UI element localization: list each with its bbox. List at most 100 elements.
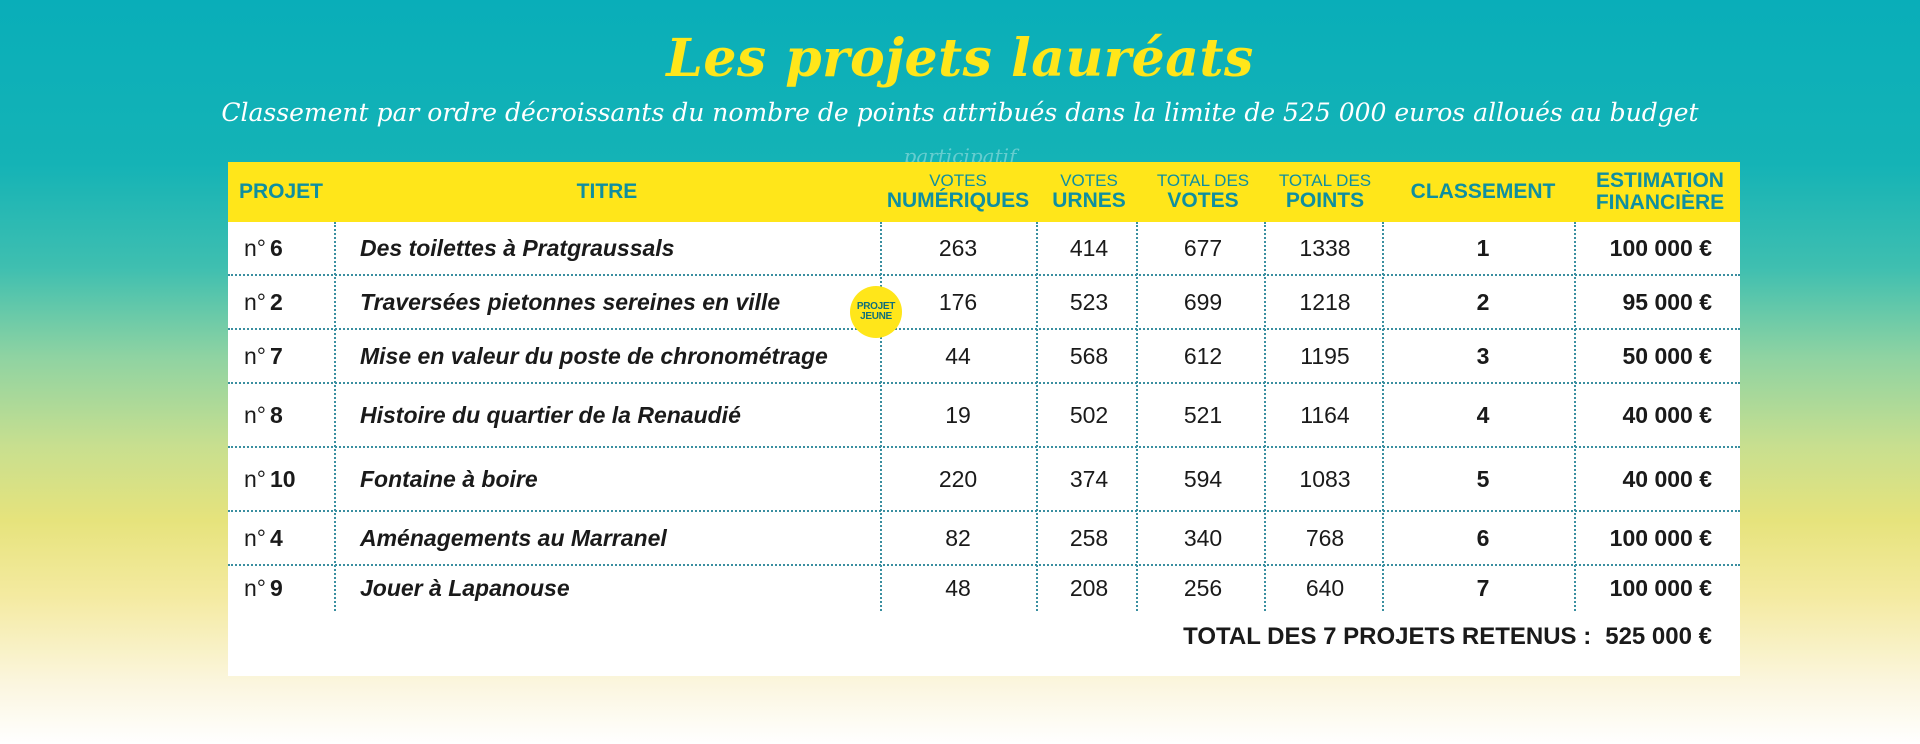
votes-numeriques-cell: 19: [945, 401, 971, 428]
classement-cell: 3: [1476, 342, 1490, 369]
project-title: Traversées pietonnes sereines en ville: [360, 288, 781, 315]
votes-numeriques-cell: 220: [938, 465, 978, 492]
total-votes-cell: 612: [1183, 342, 1223, 369]
project-number: n° 9: [228, 566, 334, 611]
total-points-cell: 1338: [1299, 234, 1351, 261]
column-divider: [1036, 222, 1038, 611]
project-number: n° 8: [228, 384, 334, 446]
table-row: n° 2 Traversées pietonnes sereines en vill…: [228, 276, 1740, 330]
total-votes-cell: 521: [1183, 401, 1223, 428]
votes-urnes-cell: 523: [1069, 288, 1109, 315]
classement-cell: 2: [1476, 288, 1490, 315]
total-points-cell: 640: [1305, 575, 1345, 601]
project-number-prefix: n°: [244, 465, 266, 492]
estimation-cell: 100 000 €: [1609, 524, 1712, 551]
project-number-value: 10: [270, 465, 296, 492]
header-votes-numeriques: VOTES NUMÉRIQUES: [886, 171, 1030, 212]
total-votes-cell: 677: [1183, 234, 1223, 261]
project-number: n° 7: [228, 330, 334, 382]
project-title: Des toilettes à Pratgraussals: [360, 234, 675, 261]
table-row: n° 9 Jouer à Lapanouse 48 208 256 640 7 100 000 …: [228, 566, 1740, 611]
votes-numeriques-cell: 48: [945, 575, 971, 601]
page-title: Les projets lauréats: [666, 28, 1254, 89]
votes-numeriques-cell: 44: [945, 342, 971, 369]
header-total-points: TOTAL DES POINTS: [1278, 171, 1372, 212]
header-classement: CLASSEMENT: [1410, 179, 1556, 203]
project-number-value: 4: [270, 524, 283, 551]
project-number-prefix: n°: [244, 342, 266, 369]
votes-urnes-cell: 568: [1069, 342, 1109, 369]
column-divider: [334, 222, 336, 611]
classement-cell: 4: [1476, 401, 1490, 428]
total-votes-cell: 340: [1183, 524, 1223, 551]
total-label: TOTAL DES 7 PROJETS RETENUS :: [1183, 623, 1592, 650]
project-title: Histoire du quartier de la Renaudié: [360, 401, 741, 428]
project-title: Fontaine à boire: [360, 465, 538, 492]
header-total-votes: TOTAL DES VOTES: [1156, 171, 1250, 212]
estimation-cell: 50 000 €: [1622, 342, 1712, 369]
table-header: PROJET TITRE VOTES NUMÉRIQUES VOTES URNE…: [228, 162, 1740, 222]
table-row: n° 6 Des toilettes à Pratgraussals 263 414 67…: [228, 222, 1740, 276]
column-divider: [1382, 222, 1384, 611]
column-divider: [1264, 222, 1266, 611]
table-row: n° 8 Histoire du quartier de la Renaudié 19…: [228, 384, 1740, 448]
project-number-value: 9: [270, 575, 283, 601]
votes-urnes-cell: 502: [1069, 401, 1109, 428]
votes-urnes-cell: 208: [1069, 575, 1109, 601]
project-number-value: 6: [270, 234, 283, 261]
votes-urnes-cell: 414: [1069, 234, 1109, 261]
estimation-cell: 100 000 €: [1609, 234, 1712, 261]
table-row: n° 10 Fontaine à boire 220 374 594 1083 5 40 000…: [228, 448, 1740, 512]
classement-cell: 5: [1476, 465, 1490, 492]
votes-numeriques-cell: 176: [938, 288, 978, 315]
table-row: n° 7 Mise en valeur du poste de chronométr…: [228, 330, 1740, 384]
total-votes-cell: 594: [1183, 465, 1223, 492]
project-number-value: 7: [270, 342, 283, 369]
column-divider: [1574, 222, 1576, 611]
project-number-prefix: n°: [244, 288, 266, 315]
total-votes-cell: 256: [1183, 575, 1223, 601]
page-subtitle: Classement par ordre décroissants du nom…: [221, 98, 1699, 127]
header-estimation: ESTIMATION FINANCIÈRE: [1595, 168, 1725, 214]
total-votes-cell: 699: [1183, 288, 1223, 315]
classement-cell: 7: [1476, 575, 1490, 601]
header-projet: PROJET: [238, 179, 324, 203]
votes-numeriques-cell: 82: [945, 524, 971, 551]
total-points-cell: 1164: [1300, 401, 1350, 428]
project-number: n° 6: [228, 222, 334, 274]
project-number-prefix: n°: [244, 524, 266, 551]
estimation-cell: 100 000 €: [1609, 575, 1712, 601]
project-number-value: 2: [270, 288, 283, 315]
votes-urnes-cell: 374: [1069, 465, 1109, 492]
project-number-value: 8: [270, 401, 283, 428]
estimation-cell: 95 000 €: [1622, 288, 1712, 315]
header-titre: TITRE: [576, 179, 638, 203]
project-title: Mise en valeur du poste de chronométrage: [360, 342, 828, 369]
total-value: 525 000 €: [1605, 623, 1712, 650]
votes-urnes-cell: 258: [1069, 524, 1109, 551]
estimation-cell: 40 000 €: [1622, 465, 1712, 492]
project-title: Aménagements au Marranel: [360, 524, 667, 551]
header-votes-urnes: VOTES URNES: [1052, 171, 1126, 212]
votes-numeriques-cell: 263: [938, 234, 978, 261]
total-points-cell: 1195: [1300, 342, 1350, 369]
project-number-prefix: n°: [244, 575, 266, 601]
estimation-cell: 40 000 €: [1622, 401, 1712, 428]
classement-cell: 1: [1476, 234, 1490, 261]
project-number-prefix: n°: [244, 401, 266, 428]
column-divider: [1136, 222, 1138, 611]
project-number: n° 2: [228, 276, 334, 328]
project-number: n° 4: [228, 512, 334, 564]
total-points-cell: 1083: [1299, 465, 1351, 492]
project-title: Jouer à Lapanouse: [360, 575, 570, 601]
total-points-cell: 1218: [1299, 288, 1351, 315]
column-divider: [880, 222, 882, 611]
total-points-cell: 768: [1305, 524, 1345, 551]
projet-jeune-badge: PROJET JEUNE: [850, 286, 902, 338]
table-row: n° 4 Aménagements au Marranel 82 258 340 768 6 1…: [228, 512, 1740, 566]
classement-cell: 6: [1476, 524, 1490, 551]
results-table: PROJET TITRE VOTES NUMÉRIQUES VOTES URNE…: [228, 162, 1740, 676]
total-line: TOTAL DES 7 PROJETS RETENUS : 525 000 €: [1183, 617, 1712, 657]
project-number: n° 10: [228, 448, 334, 510]
project-number-prefix: n°: [244, 234, 266, 261]
